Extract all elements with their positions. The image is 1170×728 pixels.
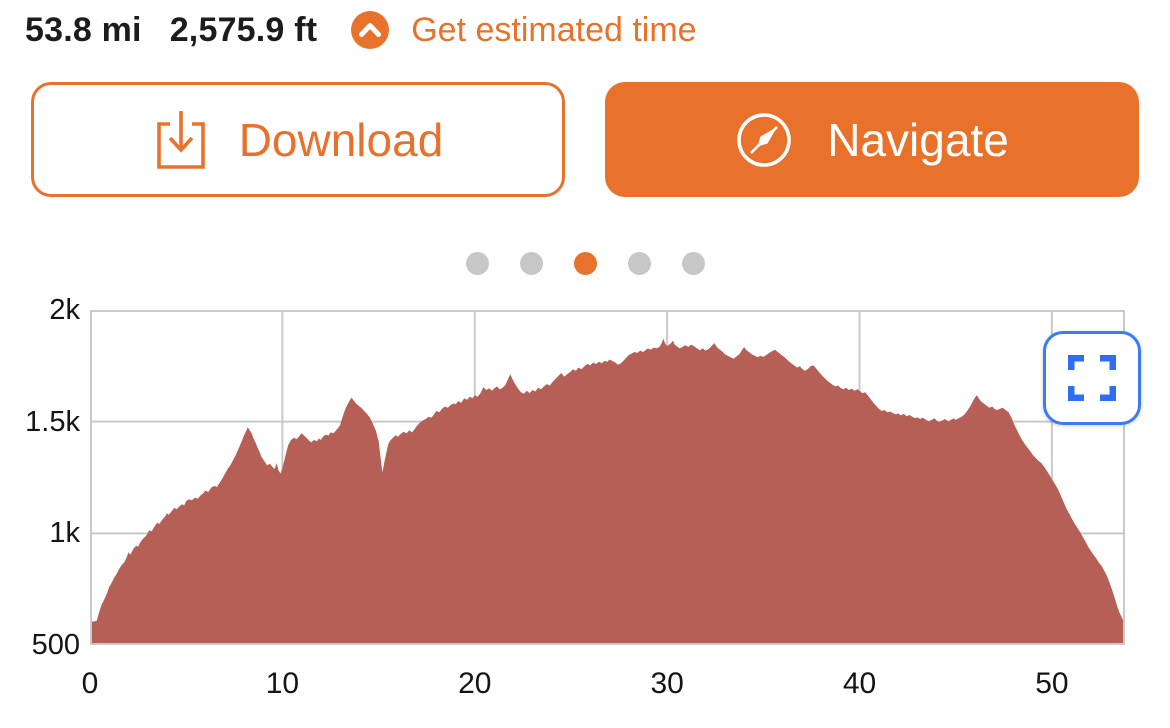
carousel-dot[interactable] [681,252,705,275]
x-tick-label: 10 [265,667,300,700]
x-tick-label: 40 [842,667,877,700]
carousel-dot[interactable] [519,252,543,275]
get-estimated-time-button[interactable]: Get estimated time [351,10,697,50]
y-tick-label: 500 [31,629,80,661]
elevation-gain-value: 2,575.9 ft [169,10,318,49]
x-tick-label: 20 [458,667,492,700]
carousel-dot[interactable] [465,252,489,275]
navigate-button-label: Navigate [827,113,1009,166]
expand-corners-icon [1068,355,1116,401]
elevation-chart: 2k 1.5k 1k 500 0 10 20 30 40 50 [0,290,1170,728]
y-tick-label: 2k [49,294,80,326]
download-button[interactable]: Download [31,82,565,197]
carousel-dots [0,252,1170,275]
y-tick-label: 1k [49,517,80,550]
x-tick-label: 50 [1035,667,1069,700]
chevron-up-circle-icon [351,11,390,49]
y-tick-label: 1.5k [25,405,80,438]
compass-icon [735,111,793,169]
download-tray-icon [153,107,209,173]
distance-value: 53.8 mi [25,10,142,49]
x-tick-label: 0 [81,667,99,700]
carousel-dot[interactable] [573,252,597,275]
stats-row: 53.8 mi 2,575.9 ft Get estimated time [25,8,697,52]
navigate-button[interactable]: Navigate [605,82,1139,197]
x-tick-label: 30 [650,667,684,700]
carousel-dot[interactable] [627,252,651,275]
get-estimated-time-label: Get estimated time [411,10,697,49]
elevation-area-plot [90,310,1125,645]
fullscreen-button[interactable] [1043,331,1141,425]
download-button-label: Download [238,113,444,166]
